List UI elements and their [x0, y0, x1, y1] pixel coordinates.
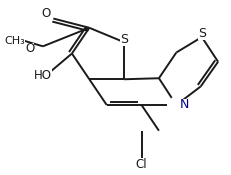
Text: CH₃: CH₃: [5, 36, 25, 46]
Text: S: S: [197, 27, 205, 40]
Text: O: O: [25, 43, 34, 55]
Text: S: S: [120, 33, 128, 46]
Text: N: N: [179, 99, 188, 111]
Text: HO: HO: [34, 69, 52, 82]
Text: Cl: Cl: [135, 158, 147, 171]
Text: O: O: [42, 7, 51, 20]
